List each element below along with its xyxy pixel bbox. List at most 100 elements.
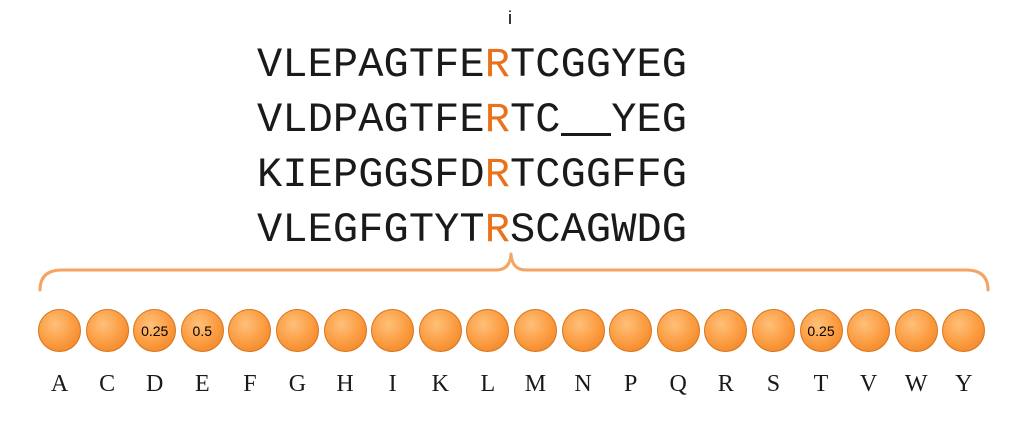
aa-circle-H [323, 309, 367, 352]
residue: F [434, 151, 460, 199]
residue: Y [434, 206, 460, 254]
aa-circle-L [466, 309, 510, 352]
residue: L [282, 41, 308, 89]
residue: G [332, 206, 359, 254]
residue: S [408, 151, 435, 199]
gap [585, 93, 612, 136]
residue: G [661, 41, 687, 89]
aa-circle-Q [656, 309, 700, 352]
residue: G [661, 206, 687, 254]
residue: C [535, 151, 561, 199]
residue: D [307, 96, 333, 144]
aa-label-R: R [717, 371, 734, 397]
aa-circle-S [751, 309, 795, 352]
residue: F [434, 41, 460, 89]
aa-label-I: I [388, 371, 397, 397]
residue: S [510, 206, 536, 254]
residue: F [636, 151, 662, 199]
residue: Y [611, 41, 637, 89]
residue: E [307, 151, 333, 199]
aa-circle-R [704, 309, 748, 352]
aa-circle-W [894, 309, 938, 352]
aa-circle-K [418, 309, 462, 352]
residue: E [459, 41, 485, 89]
residue: T [408, 206, 435, 254]
residue: K [257, 151, 283, 199]
residue: G [383, 41, 409, 89]
residue: E [307, 206, 333, 254]
residue: F [358, 206, 384, 254]
residue: V [257, 206, 283, 254]
residue: C [535, 206, 561, 254]
residue: E [307, 41, 333, 89]
residue: E [636, 96, 662, 144]
aa-circle-D: 0.25 [133, 309, 177, 352]
residue: P [332, 41, 359, 89]
aa-circle-P [609, 309, 653, 352]
aa-label-S: S [766, 371, 781, 397]
residue: L [282, 206, 308, 254]
highlighted-residue: R [484, 41, 510, 89]
residue: G [383, 206, 409, 254]
aa-label-N: N [574, 371, 592, 397]
highlighted-residue: R [484, 96, 510, 144]
aa-label-Y: Y [955, 371, 973, 397]
residue: W [611, 206, 637, 254]
residue: G [383, 96, 409, 144]
highlighted-residue: R [484, 151, 510, 199]
residue: T [459, 206, 485, 254]
aa-circle-G [275, 309, 319, 352]
residue: G [585, 151, 612, 199]
residue: P [332, 151, 359, 199]
aa-circle-E: 0.5 [180, 309, 224, 352]
aa-label-P: P [623, 371, 638, 397]
residue: I [282, 151, 308, 199]
aa-label-M: M [524, 371, 547, 397]
aa-label-K: K [431, 371, 449, 397]
highlighted-residue: R [484, 206, 510, 254]
residue: G [560, 41, 586, 89]
aa-circle-C [85, 309, 129, 352]
gap [560, 93, 586, 136]
aa-circle-I [371, 309, 415, 352]
aa-circle-Y [942, 309, 986, 352]
aa-label-D: D [146, 371, 164, 397]
aa-label-G: G [288, 371, 307, 397]
residue: G [585, 206, 612, 254]
aa-label-E: E [194, 371, 210, 397]
residue: G [383, 151, 409, 199]
residue: T [510, 96, 536, 144]
residue: A [358, 96, 384, 144]
residue: E [636, 41, 662, 89]
residue: E [459, 96, 485, 144]
aa-circle-N [561, 309, 605, 352]
aa-label-Q: Q [669, 371, 687, 397]
residue: D [459, 151, 485, 199]
residue: V [257, 41, 283, 89]
residue: A [560, 206, 586, 254]
aa-circle-F [228, 309, 272, 352]
residue: P [332, 96, 359, 144]
residue: D [636, 206, 662, 254]
aa-circle-M [513, 309, 557, 352]
aa-label-F: F [243, 371, 257, 397]
aa-label-C: C [99, 371, 116, 397]
residue: G [585, 41, 612, 89]
residue: T [510, 41, 536, 89]
column-marker: i [508, 8, 512, 28]
residue: F [434, 96, 460, 144]
residue: F [611, 151, 637, 199]
residue: T [510, 151, 536, 199]
aa-label-H: H [336, 371, 354, 397]
residue: T [408, 41, 435, 89]
residue: V [257, 96, 283, 144]
residue: C [535, 96, 561, 144]
